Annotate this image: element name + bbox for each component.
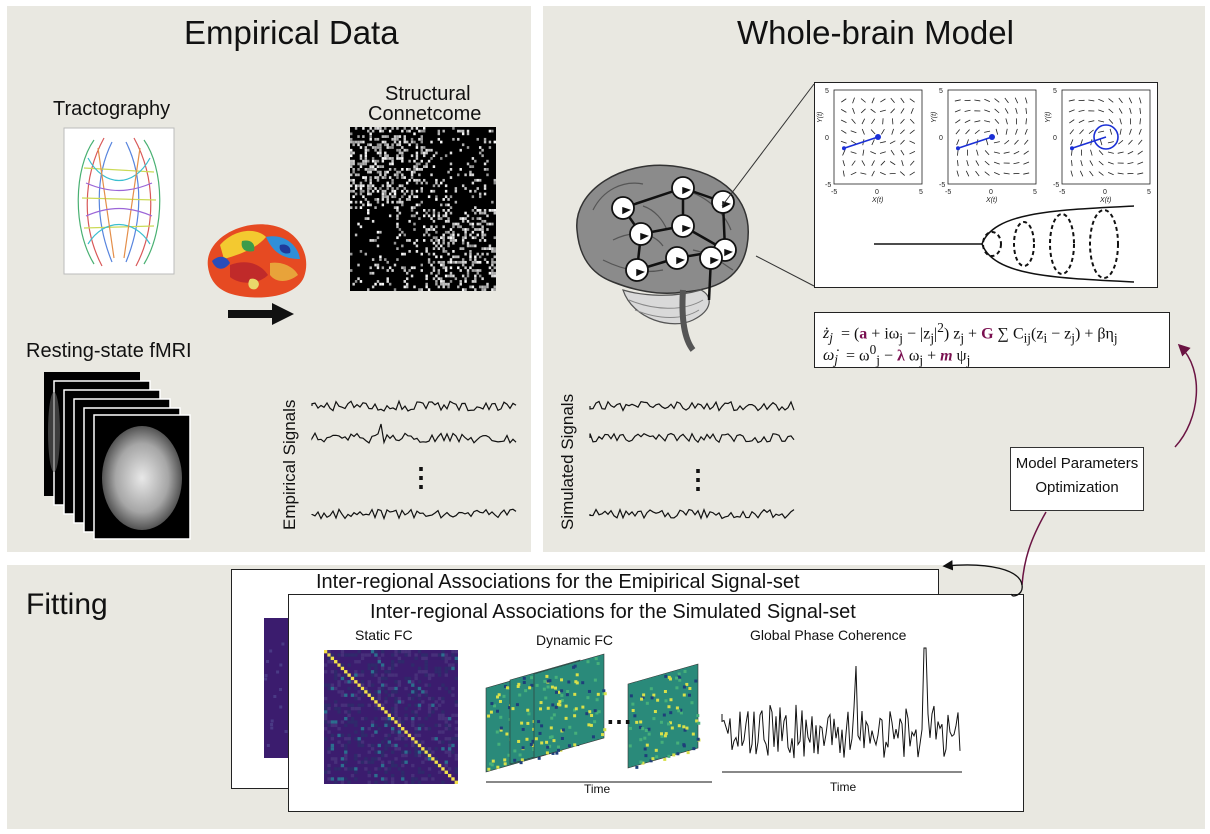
structural-connectome-matrix [350,127,496,291]
svg-text:0: 0 [1103,189,1107,196]
whole-brain-model-title: Whole-brain Model [737,14,1014,51]
equation-line-1: żj = (a + iωj − |zj|2) zj + G ∑ Cij(zi −… [823,320,1118,346]
parcellated-cortex-image [207,224,307,298]
model-parameters-optimization-box: Model Parameters Optimization [1010,447,1144,511]
empirical-data-title: Empirical Data [184,14,399,51]
svg-text:5: 5 [1033,189,1037,196]
equation-line-2: ω̇j = ω0j − λ ωj + m ψj [823,342,971,368]
param-lambda: λ [896,347,905,365]
static-fc-label: Static FC [355,627,413,643]
param-g: G [981,325,994,343]
time-label-dynamic: Time [584,782,611,796]
svg-text:X(t): X(t) [1099,197,1111,204]
svg-text:-5: -5 [1059,189,1065,196]
tractography-image [63,127,175,275]
fmri-label: Resting-state fMRI [26,340,192,362]
parcellation-arrow [228,303,294,325]
param-a: a [859,325,868,343]
svg-text:0: 0 [939,135,943,142]
svg-text:-5: -5 [939,182,945,189]
svg-text:-5: -5 [1053,182,1059,189]
model-equations: żj = (a + iωj − |zj|2) zj + G ∑ Cij(zi −… [814,312,1170,368]
svg-text:-5: -5 [945,189,951,196]
empirical-associations-title: Inter-regional Associations for the Emip… [316,571,800,593]
empirical-signals-ellipsis: ⋮ [408,462,434,492]
svg-text:5: 5 [1147,189,1151,196]
dynamic-fc-label: Dynamic FC [536,632,614,648]
dynamic-fc-dots: ⋯ [606,706,632,736]
empirical-signals [311,399,517,521]
global-phase-coherence-label: Global Phase Coherence [750,627,907,643]
simulated-signals-ellipsis: ⋮ [685,464,711,494]
global-phase-coherence-trace [721,647,962,773]
optimization-label-2: Optimization [1035,479,1119,496]
fmri-stack [44,372,191,540]
structural-connectome-label-2: Connetcome [368,103,482,125]
svg-text:X(t): X(t) [985,197,997,204]
fitting-title: Fitting [26,588,108,621]
param-m: m [940,347,953,365]
svg-text:-5: -5 [825,182,831,189]
svg-text:0: 0 [825,135,829,142]
svg-text:0: 0 [875,189,879,196]
simulated-associations-title: Inter-regional Associations for the Simu… [370,601,856,623]
structural-connectome-label-1: Structural [385,83,471,105]
svg-text:5: 5 [919,189,923,196]
svg-text:-5: -5 [831,189,837,196]
svg-text:5: 5 [1053,88,1057,95]
empirical-static-fc-matrix [264,618,288,758]
static-fc-matrix [324,650,458,784]
svg-text:5: 5 [825,88,829,95]
zoom-lines [721,83,815,287]
tractography-label: Tractography [53,98,171,120]
phase-portraits: -5-50055X(t)Y(t)-5-50055X(t)Y(t)-5-50055… [817,88,1151,283]
brain-network-image [576,164,749,352]
svg-text:0: 0 [1053,135,1057,142]
time-label-gpc: Time [830,780,857,794]
svg-text:X(t): X(t) [871,197,883,204]
svg-text:Y(t): Y(t) [931,112,938,123]
svg-text:0: 0 [989,189,993,196]
simulated-signals [589,400,795,520]
optimization-label-1: Model Parameters [1015,455,1139,472]
svg-text:Y(t): Y(t) [1045,112,1052,123]
dynamic-fc-stack [485,653,712,783]
svg-text:5: 5 [939,88,943,95]
svg-text:Y(t): Y(t) [817,112,824,123]
